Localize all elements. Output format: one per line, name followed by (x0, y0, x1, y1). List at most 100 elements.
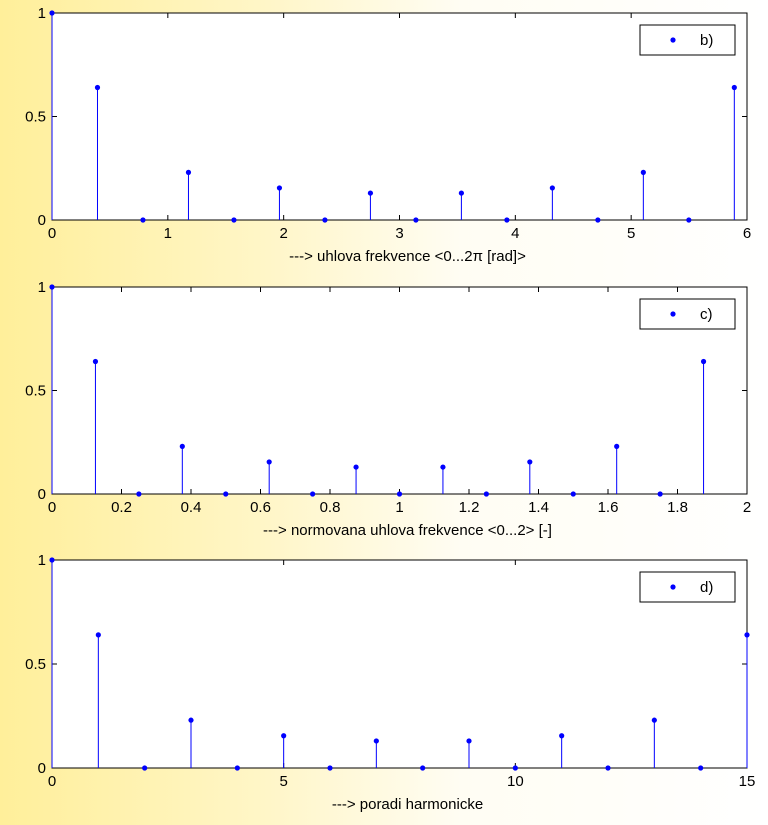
subplot-c: 0 0.2 0.4 0.6 0.8 1 1.2 1.4 1.6 1.8 2 0 0.5 1 ---> nor… (25, 279, 751, 539)
stem-marker (49, 284, 55, 290)
stem-marker (744, 632, 750, 638)
stem-marker (310, 491, 316, 497)
stem-marker (322, 217, 328, 223)
plot-area (51, 559, 748, 769)
x-tick-label: 1.2 (459, 499, 480, 516)
stem-marker (466, 738, 472, 744)
stem-marker (140, 217, 146, 223)
x-tick-label: 1.8 (667, 499, 688, 516)
x-tick-label: 6 (743, 225, 751, 242)
stem-marker (420, 765, 426, 771)
x-tick-label: 2 (743, 499, 751, 516)
stem-marker (188, 717, 194, 723)
x-tick-label: 0.8 (320, 499, 341, 516)
x-tick-label: 1 (164, 225, 172, 242)
stem-marker (651, 717, 657, 723)
stem-marker (698, 765, 704, 771)
x-tick-label: 5 (279, 773, 287, 790)
y-tick-label: 0 (38, 212, 46, 229)
stem-marker (559, 733, 565, 739)
x-tick-label: 0 (48, 499, 56, 516)
y-tick-label: 1 (38, 5, 46, 22)
stem-marker (142, 765, 148, 771)
x-axis-label: ---> poradi harmonicke (332, 796, 483, 813)
y-tick-label: 0.5 (25, 109, 46, 126)
legend-marker (670, 37, 676, 43)
legend: b) (639, 24, 736, 56)
legend-box (639, 571, 736, 603)
x-tick-label: 3 (395, 225, 403, 242)
x-tick-label: 15 (739, 773, 756, 790)
x-tick-label: 0.2 (111, 499, 132, 516)
stem-marker (458, 190, 464, 196)
stem-marker (527, 459, 533, 465)
stem-marker (657, 491, 663, 497)
stem-marker (504, 217, 510, 223)
x-tick-label: 4 (511, 225, 519, 242)
stem-marker (731, 84, 737, 91)
x-tick-label: 1 (395, 499, 403, 516)
stem-marker (367, 190, 374, 196)
y-tick-label: 0 (38, 760, 46, 777)
y-tick-label: 0.5 (25, 383, 46, 400)
legend-box (639, 24, 736, 56)
stem-marker (512, 765, 518, 771)
stem-marker (92, 358, 99, 365)
stem-marker (595, 217, 601, 223)
stem-marker (94, 84, 101, 91)
y-tick-label: 1 (38, 552, 46, 569)
stem-marker (700, 358, 707, 365)
stem-marker (234, 765, 240, 771)
legend-box (639, 298, 736, 330)
legend-marker (670, 584, 676, 590)
x-tick-label: 2 (279, 225, 287, 242)
stem-marker (49, 10, 55, 16)
stem-marker (396, 491, 403, 497)
stem-marker (549, 185, 555, 191)
stem-marker (327, 765, 333, 771)
y-tick-label: 1 (38, 279, 46, 296)
x-tick-label: 0 (48, 225, 56, 242)
y-tick-label: 0 (38, 486, 46, 503)
stem-marker (614, 443, 620, 449)
x-tick-label: 0 (48, 773, 56, 790)
plot-area (51, 286, 748, 495)
stem-marker (231, 217, 237, 223)
x-axis-label: ---> uhlova frekvence <0...2π [rad]> (289, 248, 526, 265)
x-tick-label: 0.4 (181, 499, 202, 516)
y-tick-label: 0.5 (25, 656, 46, 673)
stem-marker (373, 738, 379, 744)
stem-marker (276, 185, 283, 191)
plot-area (51, 12, 748, 221)
legend-label: d) (700, 579, 713, 596)
x-tick-label: 0.6 (250, 499, 271, 516)
stem-marker (281, 733, 287, 739)
x-tick-label: 5 (627, 225, 635, 242)
stem-marker (136, 491, 142, 497)
legend: d) (639, 571, 736, 603)
stem-marker (95, 632, 101, 638)
stem-marker (179, 443, 185, 449)
stem-marker (353, 464, 359, 470)
stem-marker (605, 765, 611, 771)
stem-marker (266, 459, 272, 465)
stem-marker (640, 169, 646, 175)
subplot-b: 0 1 2 3 4 5 6 0 0.5 1 ---> uhlova frekvence <0...2… (25, 5, 751, 265)
x-tick-label: 1.4 (528, 499, 549, 516)
stem-marker (440, 464, 446, 470)
stem-marker (413, 217, 419, 223)
x-tick-label: 1.6 (598, 499, 619, 516)
legend-label: c) (700, 306, 713, 323)
subplot-d: 0 5 10 15 0 0.5 1 ---> poradi harmonicke d) (25, 552, 755, 813)
stem-marker (570, 491, 576, 497)
legend-label: b) (700, 32, 713, 49)
stem-marker (185, 169, 192, 175)
x-axis-label: ---> normovana uhlova frekvence <0...2> … (263, 522, 552, 539)
stem-marker (483, 491, 489, 497)
stem-marker (686, 217, 692, 223)
legend-marker (670, 311, 676, 317)
x-tick-label: 10 (507, 773, 524, 790)
legend: c) (639, 298, 736, 330)
stem-marker (49, 557, 55, 563)
